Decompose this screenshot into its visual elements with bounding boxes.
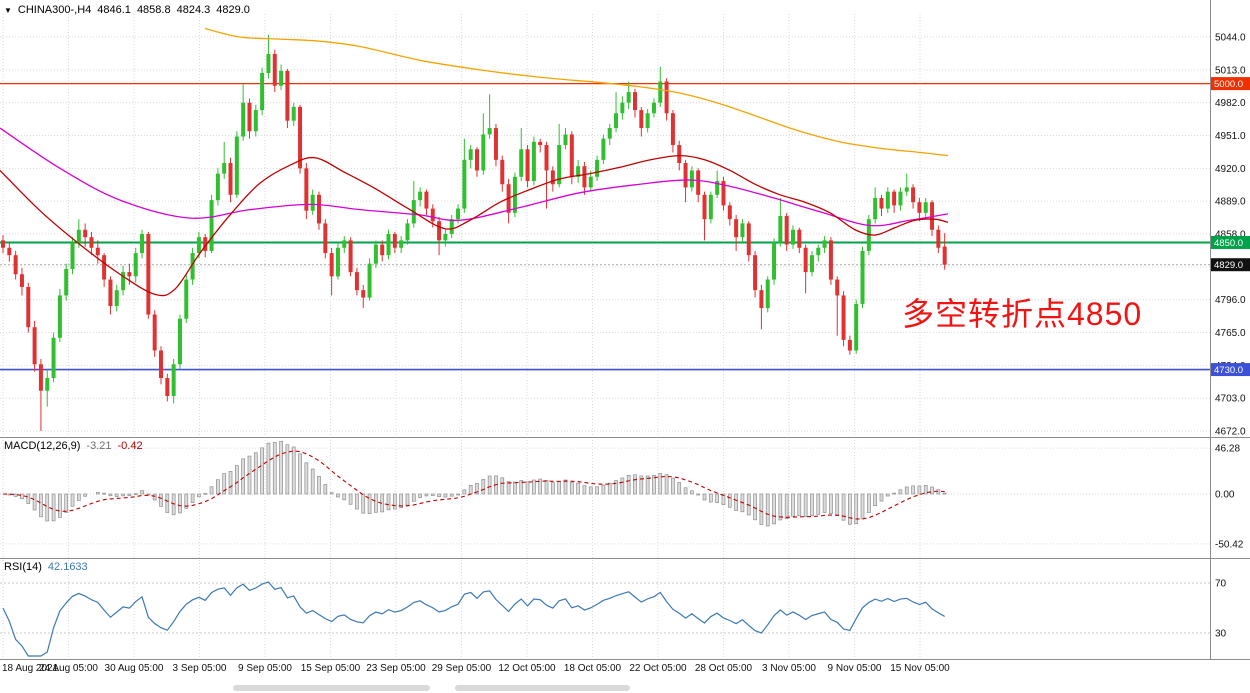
svg-text:22 Oct 05:00: 22 Oct 05:00	[629, 663, 687, 674]
ohlc-open: 4846.1	[97, 4, 131, 16]
svg-text:-50.42: -50.42	[1215, 539, 1244, 550]
svg-text:4796.0: 4796.0	[1215, 295, 1246, 306]
svg-text:29 Sep 05:00: 29 Sep 05:00	[432, 663, 492, 674]
svg-text:4829.0: 4829.0	[1214, 260, 1243, 271]
rsi-line	[2, 581, 945, 657]
macd-main-value: -3.21	[86, 440, 112, 452]
svg-text:3 Nov 05:00: 3 Nov 05:00	[762, 663, 816, 674]
svg-text:24 Aug 05:00: 24 Aug 05:00	[39, 663, 98, 674]
svg-text:15 Sep 05:00: 15 Sep 05:00	[301, 663, 361, 674]
svg-text:46.28: 46.28	[1215, 444, 1240, 455]
svg-text:4703.0: 4703.0	[1215, 394, 1246, 405]
svg-text:4982.0: 4982.0	[1215, 98, 1246, 109]
svg-text:30 Aug 05:00: 30 Aug 05:00	[105, 663, 164, 674]
ohlc-low: 4824.3	[176, 4, 211, 16]
macd-signal-value: -0.42	[117, 440, 143, 452]
macd-name: MACD(12,26,9)	[4, 440, 81, 452]
svg-text:5000.0: 5000.0	[1214, 79, 1243, 90]
price-axis[interactable]: 5044.0 5013.0 4982.0 4951.0 4920.0 4889.0 4858…	[1215, 33, 1246, 640]
svg-text:4920.0: 4920.0	[1215, 164, 1246, 175]
symbol-dropdown-icon[interactable]: ▼	[4, 5, 12, 15]
ohlc-high: 4858.8	[136, 4, 171, 16]
candles-layer	[1, 34, 947, 431]
svg-text:18 Aug 2021: 18 Aug 2021	[2, 663, 59, 674]
svg-text:3 Sep 05:00: 3 Sep 05:00	[173, 663, 227, 674]
panel-separators	[0, 0, 1250, 660]
rsi-value: 42.1633	[47, 561, 88, 573]
scrollbar-segment[interactable]	[455, 685, 630, 691]
symbol-readout: ▼ CHINA300-,H4 4846.1 4858.8 4824.3 4829…	[4, 4, 250, 16]
svg-text:9 Sep 05:00: 9 Sep 05:00	[238, 663, 292, 674]
ma-slow-orange	[204, 27, 949, 157]
axis-badges: 5000.0 4850.0 4730.0 4829.0	[1211, 77, 1250, 377]
svg-text:23 Sep 05:00: 23 Sep 05:00	[366, 663, 426, 674]
svg-text:4765.0: 4765.0	[1215, 328, 1246, 339]
svg-text:4850.0: 4850.0	[1214, 238, 1243, 249]
macd-panel[interactable]	[2, 440, 947, 527]
svg-text:5044.0: 5044.0	[1215, 33, 1246, 44]
svg-text:0.00: 0.00	[1215, 490, 1235, 501]
macd-signal-line	[2, 450, 945, 520]
symbol-title: CHINA300-,H4	[17, 4, 92, 16]
grid-layer	[0, 14, 1210, 659]
svg-text:4672.0: 4672.0	[1215, 427, 1246, 438]
svg-text:12 Oct 05:00: 12 Oct 05:00	[498, 663, 556, 674]
svg-text:4889.0: 4889.0	[1215, 197, 1246, 208]
bottom-scrollbar	[0, 683, 1250, 693]
scrollbar-segment[interactable]	[233, 685, 430, 691]
svg-text:30: 30	[1215, 629, 1227, 640]
ohlc-close: 4829.0	[216, 4, 250, 16]
svg-text:9 Nov 05:00: 9 Nov 05:00	[828, 663, 882, 674]
annotation-text: 多空转折点4850	[902, 296, 1143, 332]
ma-medium-magenta	[0, 127, 949, 227]
svg-text:18 Oct 05:00: 18 Oct 05:00	[564, 663, 622, 674]
svg-text:5013.0: 5013.0	[1215, 65, 1246, 76]
svg-text:70: 70	[1215, 579, 1227, 590]
rsi-panel[interactable]	[2, 581, 945, 657]
rsi-label: RSI(14) 42.1633	[4, 561, 88, 573]
price-panel[interactable]	[0, 27, 1210, 431]
svg-text:4730.0: 4730.0	[1214, 365, 1243, 376]
svg-text:15 Nov 05:00: 15 Nov 05:00	[890, 663, 950, 674]
rsi-name: RSI(14)	[4, 561, 42, 573]
macd-label: MACD(12,26,9) -3.21 -0.42	[4, 440, 143, 452]
svg-text:4951.0: 4951.0	[1215, 131, 1246, 142]
ma-fast-red	[0, 154, 949, 297]
svg-text:28 Oct 05:00: 28 Oct 05:00	[695, 663, 753, 674]
svg-text:4858.0: 4858.0	[1215, 230, 1246, 241]
